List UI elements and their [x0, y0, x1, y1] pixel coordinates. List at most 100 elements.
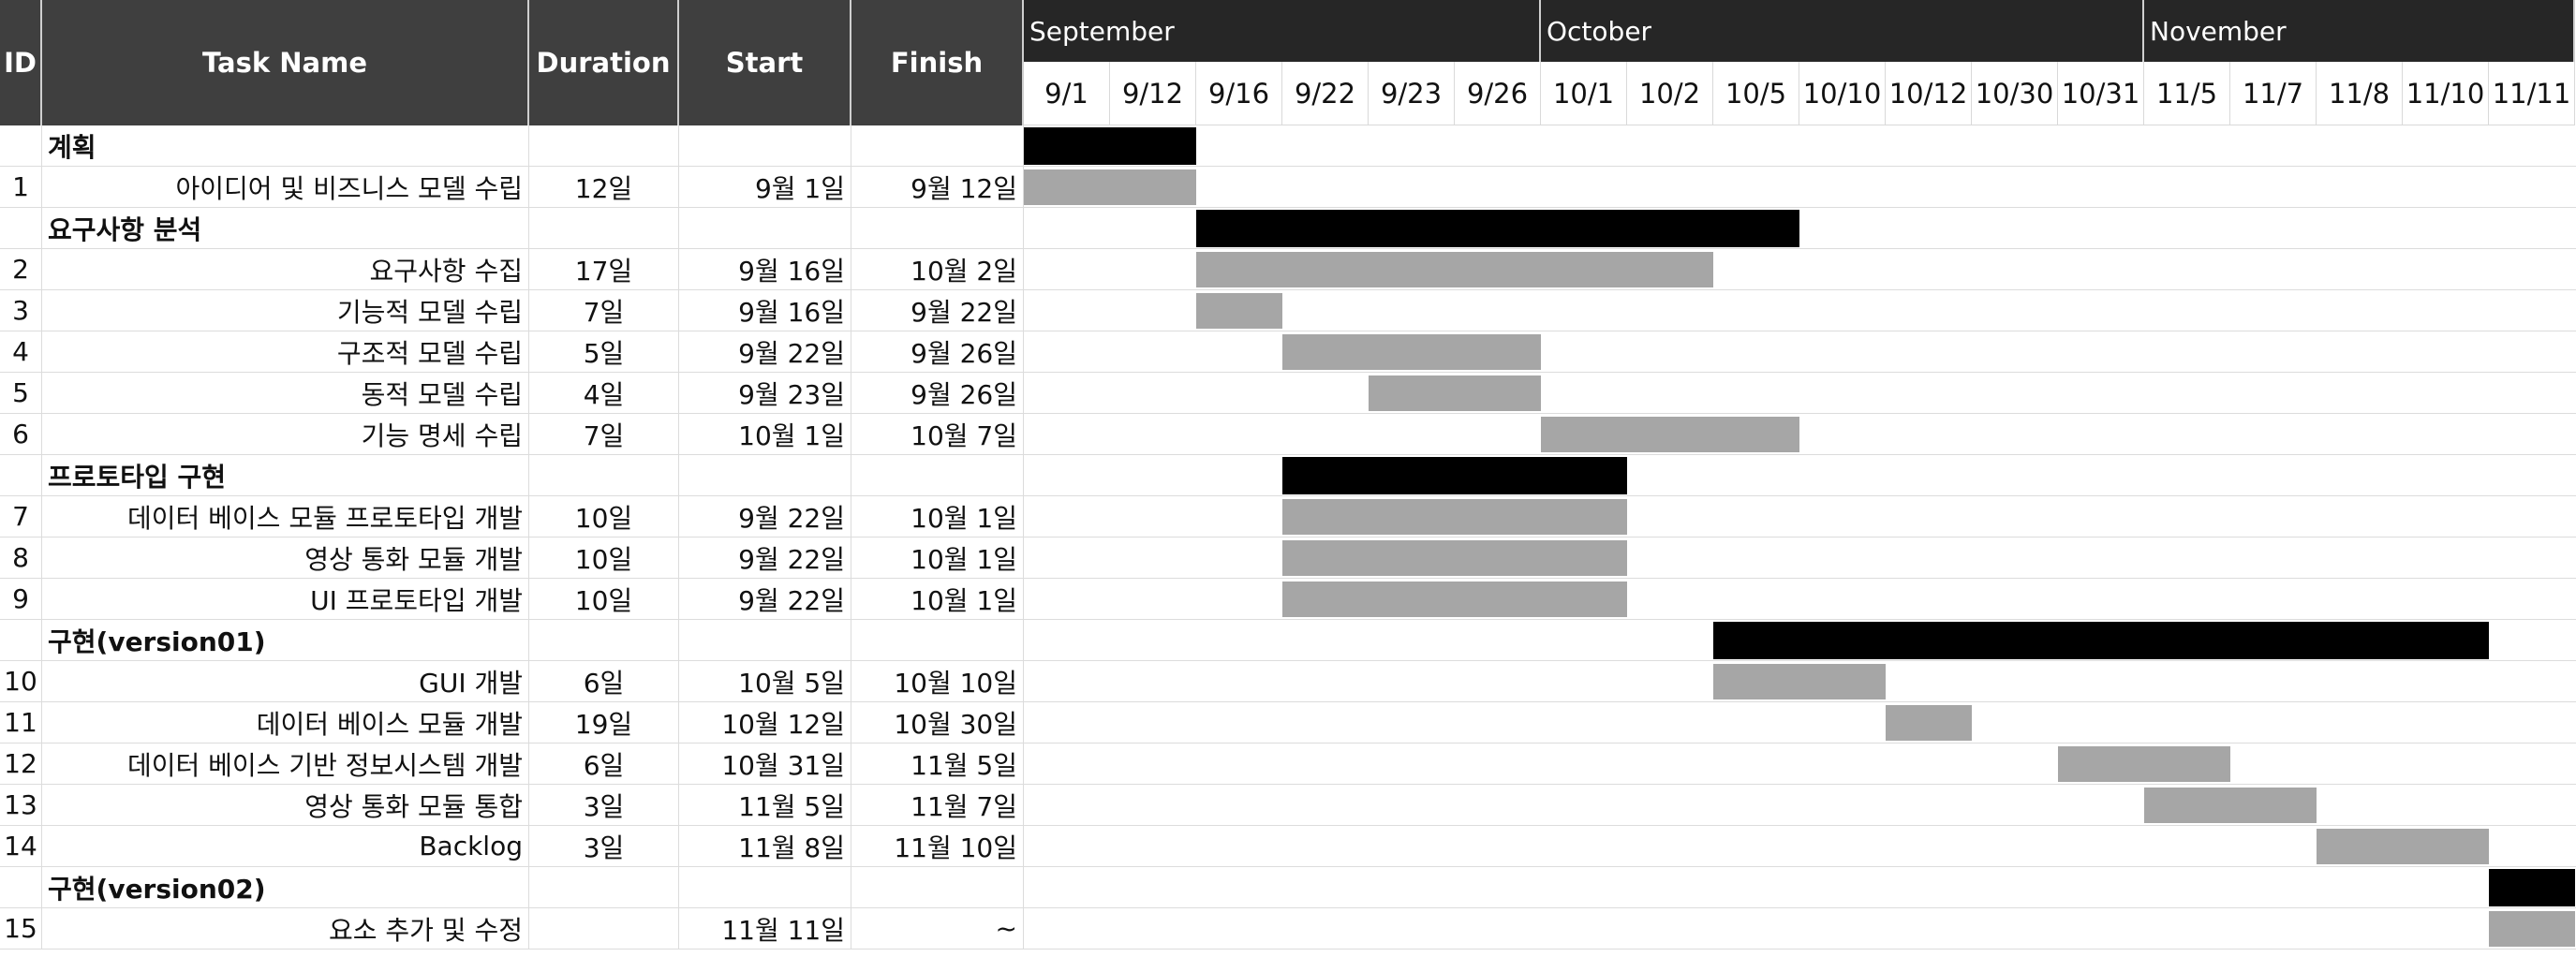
- date-column-header: 11/5: [2144, 62, 2230, 125]
- task-name: 데이터 베이스 모듈 개발: [42, 702, 529, 743]
- task-finish: ~: [851, 908, 1024, 949]
- task-start: 10월 1일: [679, 414, 851, 454]
- task-name: GUI 개발: [42, 661, 529, 701]
- task-row: 2 요구사항 수집 17일 9월 16일 10월 2일: [0, 249, 2576, 290]
- task-finish: [851, 867, 1024, 907]
- task-duration: 12일: [529, 167, 679, 207]
- task-name: 데이터 베이스 기반 정보시스템 개발: [42, 744, 529, 784]
- task-finish: [851, 455, 1024, 495]
- group-name: 계획: [42, 125, 529, 166]
- task-row: 14 Backlog 3일 11월 8일 11월 10일: [0, 826, 2576, 867]
- row-id: 5: [0, 373, 42, 413]
- task-row: 6 기능 명세 수립 7일 10월 1일 10월 7일: [0, 414, 2576, 455]
- row-id: [0, 455, 42, 495]
- task-name: 기능 명세 수립: [42, 414, 529, 454]
- group-row: 요구사항 분석: [0, 208, 2576, 249]
- task-duration: [529, 125, 679, 166]
- task-name: 기능적 모델 수립: [42, 290, 529, 331]
- task-row: 3 기능적 모델 수립 7일 9월 16일 9월 22일: [0, 290, 2576, 331]
- task-duration: [529, 208, 679, 248]
- task-finish: 10월 1일: [851, 496, 1024, 537]
- task-name: 영상 통화 모듈 개발: [42, 537, 529, 578]
- date-column-header: 9/22: [1282, 62, 1369, 125]
- task-duration: [529, 908, 679, 949]
- task-finish: 10월 10일: [851, 661, 1024, 701]
- task-finish: 9월 26일: [851, 331, 1024, 372]
- task-name: UI 프로토타입 개발: [42, 579, 529, 619]
- date-column-header: 10/12: [1886, 62, 1972, 125]
- task-name: 요구사항 수집: [42, 249, 529, 289]
- task-start: 11월 11일: [679, 908, 851, 949]
- task-finish: 10월 30일: [851, 702, 1024, 743]
- task-name: 동적 모델 수립: [42, 373, 529, 413]
- task-name: 영상 통화 모듈 통합: [42, 785, 529, 825]
- task-finish: 10월 1일: [851, 579, 1024, 619]
- row-id: [0, 867, 42, 907]
- task-duration: [529, 455, 679, 495]
- task-finish: 10월 7일: [851, 414, 1024, 454]
- date-column-header: 9/1: [1024, 62, 1110, 125]
- header-id: ID: [0, 0, 42, 125]
- row-id: 13: [0, 785, 42, 825]
- row-id: 2: [0, 249, 42, 289]
- task-duration: 7일: [529, 414, 679, 454]
- date-column-header: 11/10: [2403, 62, 2489, 125]
- task-duration: 10일: [529, 537, 679, 578]
- row-id: 6: [0, 414, 42, 454]
- task-duration: 10일: [529, 496, 679, 537]
- row-id: 9: [0, 579, 42, 619]
- date-column-header: 11/7: [2230, 62, 2317, 125]
- group-row: 계획: [0, 125, 2576, 167]
- task-name: Backlog: [42, 826, 529, 866]
- date-column-header: 11/11: [2489, 62, 2575, 125]
- group-row: 구현(version01): [0, 620, 2576, 661]
- task-finish: [851, 620, 1024, 660]
- task-finish: 9월 22일: [851, 290, 1024, 331]
- task-row: 11 데이터 베이스 모듈 개발 19일 10월 12일 10월 30일: [0, 702, 2576, 744]
- task-start: 10월 12일: [679, 702, 851, 743]
- task-start: 9월 23일: [679, 373, 851, 413]
- date-column-header: 9/23: [1369, 62, 1455, 125]
- row-id: 15: [0, 908, 42, 949]
- task-finish: 9월 12일: [851, 167, 1024, 207]
- task-finish: 9월 26일: [851, 373, 1024, 413]
- row-id: 12: [0, 744, 42, 784]
- task-duration: 3일: [529, 826, 679, 866]
- task-duration: 3일: [529, 785, 679, 825]
- header-finish: Finish: [851, 0, 1024, 125]
- task-duration: 5일: [529, 331, 679, 372]
- header-duration: Duration: [529, 0, 679, 125]
- task-name: 요소 추가 및 수정: [42, 908, 529, 949]
- group-name: 구현(version02): [42, 867, 529, 907]
- task-name: 구조적 모델 수립: [42, 331, 529, 372]
- date-column-header: 9/16: [1196, 62, 1282, 125]
- task-row: 7 데이터 베이스 모듈 프로토타입 개발 10일 9월 22일 10월 1일: [0, 496, 2576, 537]
- task-start: 9월 22일: [679, 579, 851, 619]
- task-start: 11월 5일: [679, 785, 851, 825]
- row-id: [0, 620, 42, 660]
- row-id: 4: [0, 331, 42, 372]
- task-duration: 19일: [529, 702, 679, 743]
- task-start: 9월 22일: [679, 331, 851, 372]
- task-row: 15 요소 추가 및 수정 11월 11일 ~: [0, 908, 2576, 950]
- task-start: [679, 125, 851, 166]
- row-id: 14: [0, 826, 42, 866]
- task-start: [679, 208, 851, 248]
- task-start: 9월 16일: [679, 290, 851, 331]
- task-start: 9월 22일: [679, 537, 851, 578]
- header-task-name: Task Name: [42, 0, 529, 125]
- task-start: [679, 867, 851, 907]
- task-duration: [529, 867, 679, 907]
- group-name: 프로토타입 구현: [42, 455, 529, 495]
- task-finish: [851, 208, 1024, 248]
- group-name: 구현(version01): [42, 620, 529, 660]
- task-finish: 11월 7일: [851, 785, 1024, 825]
- row-id: 10: [0, 661, 42, 701]
- task-finish: [851, 125, 1024, 166]
- task-name: 아이디어 및 비즈니스 모델 수립: [42, 167, 529, 207]
- group-name: 요구사항 분석: [42, 208, 529, 248]
- row-id: 3: [0, 290, 42, 331]
- task-row: 10 GUI 개발 6일 10월 5일 10월 10일: [0, 661, 2576, 702]
- task-duration: 10일: [529, 579, 679, 619]
- task-finish: 10월 2일: [851, 249, 1024, 289]
